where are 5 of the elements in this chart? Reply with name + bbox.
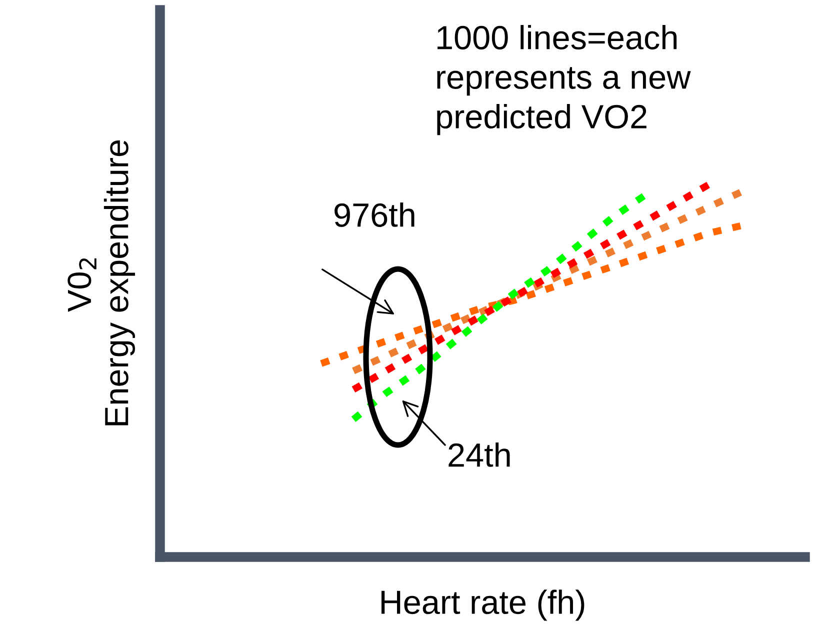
x-axis-title: Heart rate (fh) <box>382 590 584 621</box>
y-axis-title: V0$_{2}$ Energy expenditure <box>68 140 135 426</box>
annotation: 976th <box>334 202 414 227</box>
annotation: 24th <box>448 442 510 467</box>
text: 1000 lines=each represents a new predicted VO2 <box>437 25 691 136</box>
